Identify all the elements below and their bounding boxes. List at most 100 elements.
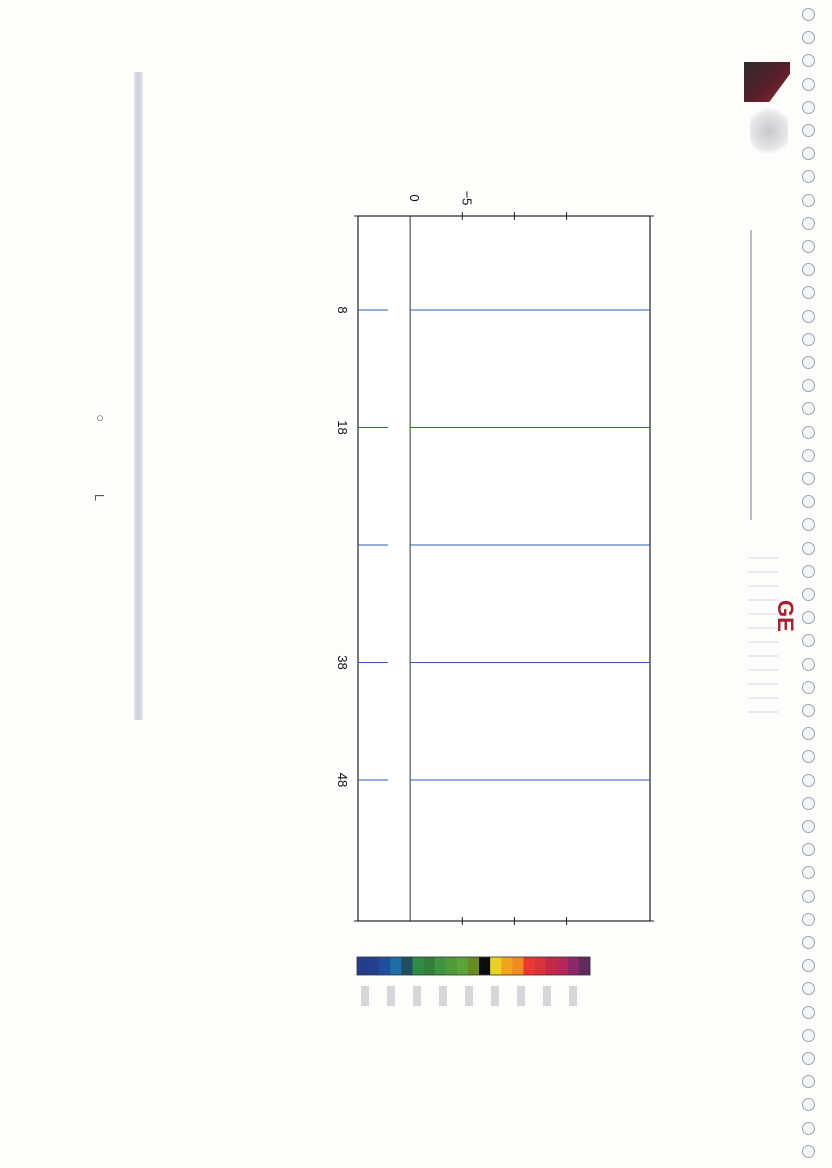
- colorbar-swatch: [512, 957, 524, 975]
- colorbar-swatch: [501, 957, 513, 975]
- binder-hole-icon: [802, 77, 815, 91]
- faded-address-lines: [748, 545, 778, 715]
- logo-emblem-icon: [750, 106, 788, 156]
- colorbar-swatch: [379, 957, 391, 975]
- binder-hole-icon: [802, 959, 815, 973]
- binder-hole-icon: [802, 1005, 815, 1019]
- binder-hole-icon: [802, 309, 815, 323]
- colorbar-swatch: [545, 957, 558, 975]
- binder-hole-icon: [802, 124, 815, 137]
- binder-hole-icon: [802, 240, 815, 253]
- binder-hole-icon: [802, 402, 815, 416]
- binder-hole-icon: [802, 54, 815, 68]
- y-tick-label: 0: [407, 194, 422, 201]
- x-tick-labels: 8 18 38 48: [335, 306, 350, 787]
- faded-label-mark: [517, 986, 525, 1006]
- colorbar-swatch: [434, 957, 447, 975]
- colorbar-swatch: [412, 957, 424, 975]
- faded-label-mark: [387, 986, 395, 1006]
- binder-hole-icon: [802, 100, 815, 114]
- x-tick-label: 38: [335, 655, 350, 669]
- faded-label-mark: [439, 986, 447, 1006]
- x-tick-label: 8: [335, 306, 350, 313]
- binder-hole-icon: [802, 1144, 815, 1158]
- binder-hole-icon: [802, 472, 815, 485]
- binder-hole-icon: [802, 147, 815, 161]
- binder-hole-icon: [802, 448, 815, 462]
- colorbar-swatch: [479, 957, 491, 975]
- y-tick-labels: −5 0: [407, 191, 474, 206]
- binder-hole-icon: [802, 332, 815, 346]
- faded-label-mark: [413, 986, 421, 1006]
- colorbar-swatch: [567, 957, 580, 975]
- binder-hole-icon: [802, 773, 815, 787]
- binder-hole-icon: [802, 379, 815, 393]
- binder-hole-icon: [802, 564, 815, 578]
- colorbar-swatch: [401, 957, 413, 975]
- binder-hole-icon: [802, 518, 815, 532]
- colorbar-swatch: [467, 957, 480, 975]
- faded-label-mark: [543, 986, 551, 1006]
- margin-circle-mark: ○: [96, 410, 104, 425]
- binder-hole-icon: [802, 541, 815, 555]
- binder-hole-icon: [802, 843, 815, 857]
- colorbar-swatch: [556, 957, 569, 975]
- binder-hole-icon: [802, 820, 815, 833]
- binder-hole-icon: [802, 704, 815, 717]
- binder-hole-icon: [802, 31, 815, 45]
- colorbar-swatch: [523, 957, 535, 975]
- colorbar-swatch: [578, 957, 591, 975]
- faded-label-mark: [361, 986, 369, 1006]
- colorbar-swatch: [357, 957, 369, 975]
- y-tick-label: −5: [459, 191, 474, 206]
- faded-label-mark: [569, 986, 577, 1006]
- binder-hole-icon: [802, 8, 815, 21]
- binder-hole-icon: [802, 912, 815, 926]
- binder-hole-icon: [802, 982, 815, 996]
- colorbar-border: [356, 956, 591, 976]
- faded-label-mark: [465, 986, 473, 1006]
- binder-hole-icon: [802, 1098, 815, 1112]
- colorbar-swatch: [534, 957, 547, 975]
- binder-hole-icon: [802, 634, 815, 648]
- binder-hole-icon: [802, 1121, 815, 1135]
- colorbar-swatch: [490, 957, 502, 975]
- binder-hole-icon: [802, 1052, 815, 1065]
- binder-hole-icon: [802, 1028, 815, 1042]
- colorbar-swatch: [456, 957, 469, 975]
- colorbar-swatch: [368, 957, 380, 975]
- binder-hole-icon: [802, 425, 815, 439]
- binder-hole-icon: [802, 193, 815, 207]
- binder-hole-icon: [802, 495, 815, 509]
- colorbar-swatch: [390, 957, 402, 975]
- company-logo: [744, 62, 794, 162]
- binder-hole-icon: [802, 611, 815, 625]
- binder-holes: [802, 8, 822, 1158]
- header-divider: [750, 230, 752, 520]
- binder-hole-icon: [802, 750, 815, 764]
- binder-hole-icon: [802, 286, 815, 300]
- colorbar-swatch: [423, 957, 436, 975]
- plot-border: [357, 215, 651, 922]
- binder-hole-icon: [802, 727, 815, 741]
- binder-hole-icon: [802, 588, 815, 601]
- binder-hole-icon: [802, 170, 815, 184]
- binder-hole-icon: [802, 936, 815, 949]
- binder-hole-icon: [802, 680, 815, 694]
- binder-hole-icon: [802, 1075, 815, 1089]
- x-tick-label: 48: [335, 773, 350, 787]
- unsampled-strip: [358, 216, 650, 921]
- colorbar: [356, 956, 591, 1006]
- binder-hole-icon: [802, 866, 815, 880]
- binder-hole-icon: [802, 356, 815, 369]
- contour-bands: [358, 216, 650, 921]
- faded-label-mark: [491, 986, 499, 1006]
- x-tick-label: 18: [335, 420, 350, 434]
- colorbar-swatch: [445, 957, 458, 975]
- binder-hole-icon: [802, 889, 815, 903]
- binder-hole-icon: [802, 263, 815, 277]
- binder-hole-icon: [802, 216, 815, 230]
- left-margin-rule: [134, 72, 143, 720]
